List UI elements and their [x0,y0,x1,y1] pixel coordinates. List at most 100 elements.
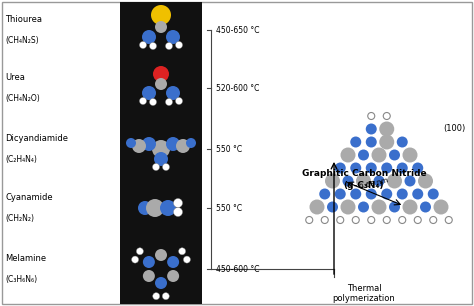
Circle shape [165,43,173,50]
Circle shape [366,188,377,200]
Text: (C₂H₄N₄): (C₂H₄N₄) [5,155,37,164]
Circle shape [153,66,169,82]
Circle shape [175,42,182,48]
Circle shape [402,200,418,215]
Circle shape [151,5,171,25]
Circle shape [142,86,156,100]
Circle shape [335,188,346,200]
Circle shape [335,162,346,174]
Circle shape [166,137,180,151]
Circle shape [428,188,439,200]
Bar [120,2,202,304]
Circle shape [160,200,176,216]
Circle shape [143,270,155,282]
Circle shape [173,207,182,217]
Circle shape [132,139,146,153]
Text: Urea: Urea [5,73,25,82]
Text: Melamine: Melamine [5,254,46,263]
Circle shape [379,135,394,150]
Circle shape [389,201,400,212]
Circle shape [166,86,180,100]
Circle shape [379,121,394,136]
Circle shape [358,150,369,161]
Circle shape [381,162,392,174]
Circle shape [167,270,179,282]
Circle shape [155,78,167,90]
Text: (C₃H₆N₆): (C₃H₆N₆) [5,275,37,284]
Circle shape [366,162,377,174]
Circle shape [163,163,170,170]
Text: (CH₄N₂S): (CH₄N₂S) [5,36,38,45]
Circle shape [350,188,361,200]
Text: (CH₂N₂): (CH₂N₂) [5,214,34,223]
Circle shape [372,147,386,162]
Text: Thiourea: Thiourea [5,15,42,24]
Circle shape [319,188,330,200]
Circle shape [327,201,338,212]
Text: 0.68 nm: 0.68 nm [359,177,389,189]
Circle shape [139,98,146,105]
Circle shape [434,200,448,215]
Circle shape [142,137,156,151]
Text: Graphitic Carbon Nitride: Graphitic Carbon Nitride [301,169,426,178]
Text: Dicyandiamide: Dicyandiamide [5,134,68,143]
Circle shape [139,42,146,48]
Circle shape [325,174,340,188]
Circle shape [155,249,167,261]
Circle shape [402,147,418,162]
Circle shape [350,136,361,147]
Circle shape [389,150,400,161]
Circle shape [165,99,173,106]
Circle shape [343,176,354,186]
Circle shape [155,21,167,33]
Circle shape [179,248,186,255]
Circle shape [126,138,136,148]
Circle shape [412,188,423,200]
Circle shape [374,176,384,186]
Circle shape [372,200,386,215]
Circle shape [173,199,182,207]
Circle shape [183,256,191,263]
Circle shape [366,124,377,135]
Circle shape [418,174,433,188]
Circle shape [154,152,168,166]
Circle shape [397,136,408,147]
Circle shape [412,162,423,174]
Circle shape [153,293,160,300]
Circle shape [132,256,138,263]
Circle shape [142,30,156,44]
Circle shape [166,30,180,44]
Circle shape [358,201,369,212]
Text: Cyanamide: Cyanamide [5,193,53,202]
Circle shape [397,188,408,200]
Circle shape [340,147,356,162]
Circle shape [152,140,170,158]
Circle shape [143,256,155,268]
Circle shape [310,200,325,215]
Circle shape [350,162,361,174]
Circle shape [155,277,167,289]
Circle shape [149,99,156,106]
Text: 520-600 °C: 520-600 °C [216,84,259,92]
Text: 550 °C: 550 °C [216,203,242,212]
Circle shape [186,138,196,148]
Text: 450-650 °C: 450-650 °C [216,25,259,35]
Text: 450-600 °C: 450-600 °C [216,264,259,274]
Text: (100): (100) [444,124,466,132]
Circle shape [162,293,169,300]
Circle shape [137,248,144,255]
Circle shape [420,201,431,212]
Circle shape [340,200,356,215]
Circle shape [397,162,408,174]
Circle shape [175,98,182,105]
Circle shape [176,139,190,153]
Text: polymerization: polymerization [333,294,395,303]
Circle shape [138,201,152,215]
Circle shape [153,163,159,170]
Circle shape [381,188,392,200]
Circle shape [387,174,402,188]
Circle shape [167,256,179,268]
Circle shape [149,43,156,50]
Circle shape [404,176,416,186]
Text: Thermal: Thermal [346,284,381,293]
